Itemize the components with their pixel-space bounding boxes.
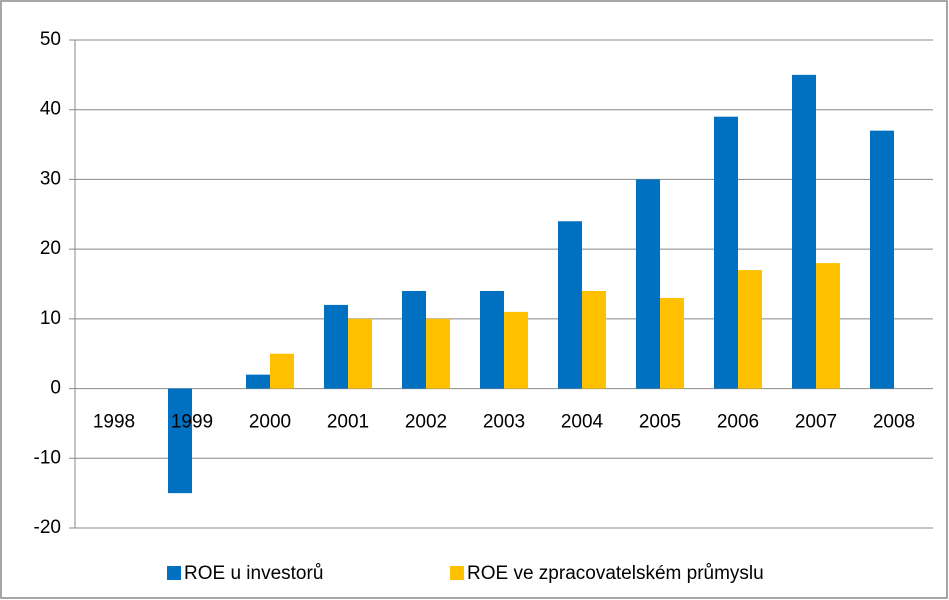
x-tick-label: 2007 bbox=[795, 412, 837, 433]
bar bbox=[504, 311, 528, 389]
bar bbox=[792, 74, 816, 389]
bar bbox=[738, 270, 762, 389]
x-tick-label: 2002 bbox=[405, 412, 447, 433]
bar bbox=[816, 263, 840, 389]
bar bbox=[582, 290, 606, 389]
bar bbox=[348, 318, 372, 389]
x-tick-label: 2006 bbox=[717, 412, 759, 433]
x-tick-label: 1999 bbox=[171, 412, 213, 433]
x-tick-label: 2004 bbox=[561, 412, 604, 433]
bar bbox=[714, 116, 738, 389]
legend-label: ROE ve zpracovatelském průmyslu bbox=[467, 563, 764, 584]
bar bbox=[870, 130, 894, 389]
x-tick-label: 2005 bbox=[639, 412, 681, 433]
legend-swatch bbox=[167, 566, 181, 580]
legend-label: ROE u investorů bbox=[184, 563, 323, 584]
bar bbox=[270, 353, 294, 389]
y-tick-label: 0 bbox=[50, 378, 61, 399]
y-tick-label: 30 bbox=[40, 168, 61, 189]
y-tick-label: 50 bbox=[40, 29, 61, 50]
legend-swatch bbox=[450, 566, 464, 580]
bar bbox=[324, 304, 348, 389]
bar bbox=[660, 297, 684, 389]
bar bbox=[558, 221, 582, 389]
y-tick-label: 10 bbox=[40, 308, 61, 329]
bar bbox=[480, 290, 504, 389]
bar bbox=[168, 388, 192, 494]
y-tick-label: -10 bbox=[34, 447, 61, 468]
x-tick-label: 2001 bbox=[327, 412, 369, 433]
bar bbox=[246, 374, 270, 389]
x-tick-label: 1998 bbox=[93, 412, 135, 433]
x-tick-label: 2000 bbox=[249, 412, 291, 433]
x-tick-label: 2008 bbox=[873, 412, 915, 433]
bar bbox=[402, 290, 426, 389]
y-tick-label: -20 bbox=[34, 517, 61, 538]
y-tick-label: 20 bbox=[40, 238, 61, 259]
y-tick-label: 40 bbox=[40, 99, 61, 120]
x-tick-label: 2003 bbox=[483, 412, 525, 433]
bar bbox=[636, 179, 660, 389]
bar bbox=[426, 318, 450, 389]
